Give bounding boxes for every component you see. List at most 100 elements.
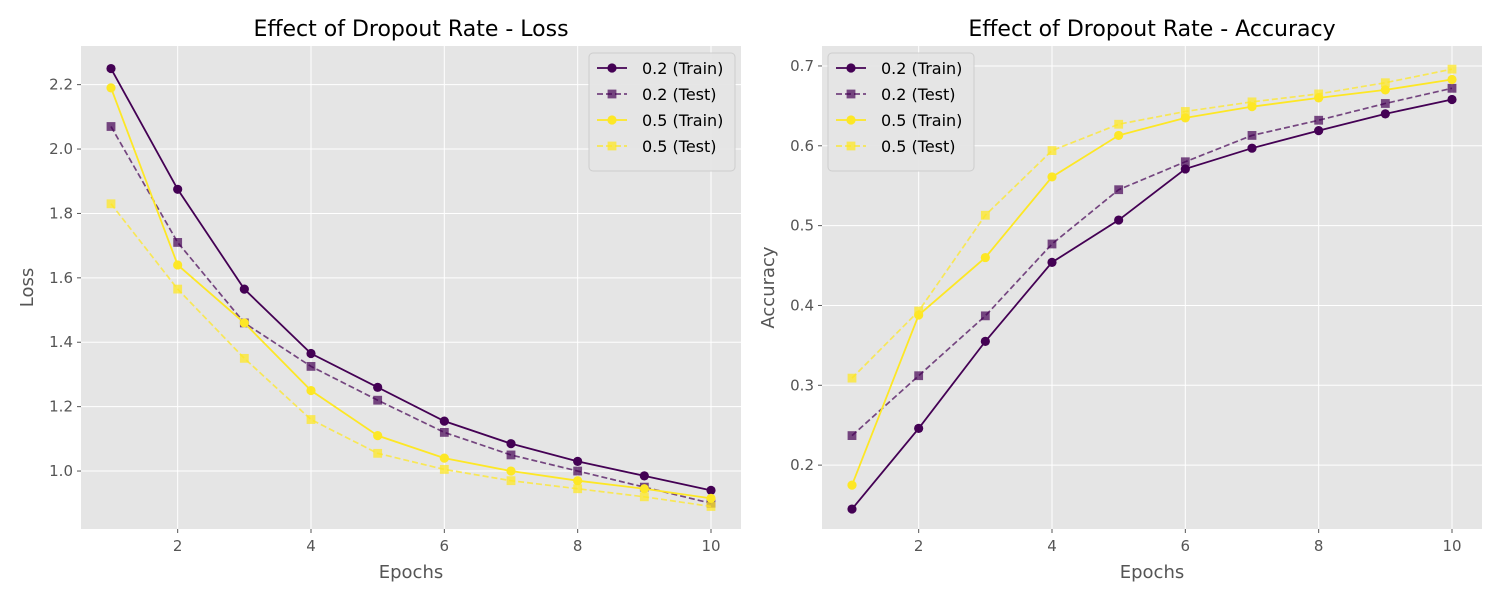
- data-point: [1314, 126, 1324, 136]
- series-0-5-train: [106, 83, 716, 504]
- x-tick-label: 10: [1442, 537, 1461, 555]
- series-0-2-train: [106, 63, 716, 495]
- data-point: [506, 439, 516, 449]
- data-point: [373, 382, 383, 392]
- data-point: [1247, 131, 1257, 140]
- series-line: [851, 87, 1453, 437]
- data-point: [639, 492, 649, 502]
- data-point: [980, 311, 990, 321]
- x-tick-label: 8: [573, 537, 583, 555]
- data-point: [980, 252, 990, 263]
- data-point: [306, 348, 316, 359]
- series-0-2-test: [847, 83, 1457, 440]
- data-point: [1047, 172, 1057, 182]
- legend-marker: [846, 89, 856, 99]
- data-point: [573, 456, 583, 466]
- data-point: [239, 353, 249, 363]
- series-line: [110, 203, 712, 508]
- data-point: [439, 428, 449, 437]
- data-point: [173, 284, 183, 294]
- data-point: [573, 484, 583, 494]
- data-point: [1314, 89, 1324, 99]
- series-0-5-test: [847, 64, 1457, 383]
- legend-box: [588, 52, 736, 172]
- legend-label: 0.2 (Train): [881, 59, 962, 78]
- legend-label: 0.2 (Test): [642, 85, 717, 104]
- data-point: [980, 210, 990, 220]
- y-tick-label: 1.8: [49, 204, 73, 222]
- data-point: [306, 385, 316, 396]
- y-axis-label: Accuracy: [758, 246, 779, 329]
- y-tick-label: 0.6: [790, 137, 814, 155]
- x-tick-label: 2: [173, 537, 183, 555]
- data-point: [1047, 146, 1057, 155]
- series-line: [851, 78, 1453, 486]
- data-point: [373, 395, 383, 405]
- y-tick-label: 1.6: [49, 269, 73, 287]
- legend-marker: [607, 141, 617, 151]
- legend-label: 0.2 (Test): [881, 85, 956, 104]
- legend-entry: 0.5 (Test): [597, 137, 717, 156]
- legend-marker: [846, 141, 856, 151]
- y-tick-label: 0.4: [790, 296, 814, 314]
- x-axis-label: Epochs: [379, 562, 444, 583]
- chart-title: Effect of Dropout Rate - Loss: [253, 17, 568, 42]
- legend-box: [827, 52, 975, 172]
- x-tick-label: 4: [306, 537, 316, 555]
- data-point: [1447, 64, 1457, 74]
- data-point: [1380, 85, 1390, 95]
- chart-panel-1: 1.0 1.2 1.4 1.6 1.8 2.0 2.2 2 4 6 8 10 Effect of Dro…: [17, 17, 741, 583]
- legend-entry: 0.2 (Train): [836, 59, 962, 78]
- data-point: [1180, 107, 1190, 116]
- legend-marker: [607, 63, 617, 73]
- data-point: [106, 122, 116, 131]
- x-axis-label: Epochs: [1120, 562, 1185, 583]
- data-point: [847, 373, 857, 383]
- legend: 0.2 (Train) 0.2 (Test) 0.5 (Train) 0.5 (Tes…: [588, 52, 736, 172]
- data-point: [506, 476, 516, 486]
- data-point: [1380, 109, 1390, 119]
- data-point: [1247, 143, 1257, 153]
- y-tick-label: 0.7: [790, 57, 814, 75]
- data-point: [106, 83, 116, 93]
- data-point: [106, 199, 116, 209]
- data-point: [506, 466, 516, 476]
- y-tick-label: 2.0: [49, 140, 73, 158]
- data-point: [239, 318, 249, 328]
- x-tick-label: 10: [701, 537, 720, 555]
- y-tick-label: 0.2: [790, 456, 814, 474]
- legend-entry: 0.2 (Test): [597, 85, 717, 104]
- series-line: [851, 68, 1453, 379]
- data-point: [847, 431, 857, 440]
- data-point: [980, 336, 990, 346]
- data-point: [914, 306, 924, 316]
- data-point: [373, 431, 383, 441]
- data-point: [173, 260, 183, 270]
- chart-title: Effect of Dropout Rate - Accuracy: [968, 17, 1335, 42]
- y-tick-label: 1.4: [49, 333, 73, 351]
- data-point: [439, 453, 449, 463]
- data-point: [1447, 83, 1457, 93]
- x-tick-label: 2: [914, 537, 924, 555]
- data-point: [1447, 94, 1457, 105]
- data-point: [573, 466, 583, 476]
- x-tick-label: 4: [1047, 537, 1057, 555]
- series-line: [851, 98, 1453, 510]
- data-point: [1114, 119, 1124, 129]
- legend-entry: 0.2 (Test): [836, 85, 956, 104]
- legend-marker: [607, 115, 617, 125]
- legend-label: 0.5 (Test): [642, 137, 717, 156]
- legend-entry: 0.5 (Train): [597, 111, 723, 130]
- legend-marker: [846, 63, 856, 73]
- chart-panel-2: 0.2 0.3 0.4 0.5 0.6 0.7 2 4 6 8 10 Effect of Dropou…: [758, 17, 1482, 583]
- data-point: [1114, 215, 1124, 225]
- y-axis-label: Loss: [17, 268, 38, 307]
- data-point: [506, 450, 516, 460]
- data-point: [1314, 115, 1324, 125]
- data-point: [239, 284, 249, 294]
- data-point: [1114, 185, 1124, 195]
- data-point: [173, 184, 183, 194]
- data-point: [439, 416, 449, 426]
- legend-entry: 0.5 (Train): [836, 111, 962, 130]
